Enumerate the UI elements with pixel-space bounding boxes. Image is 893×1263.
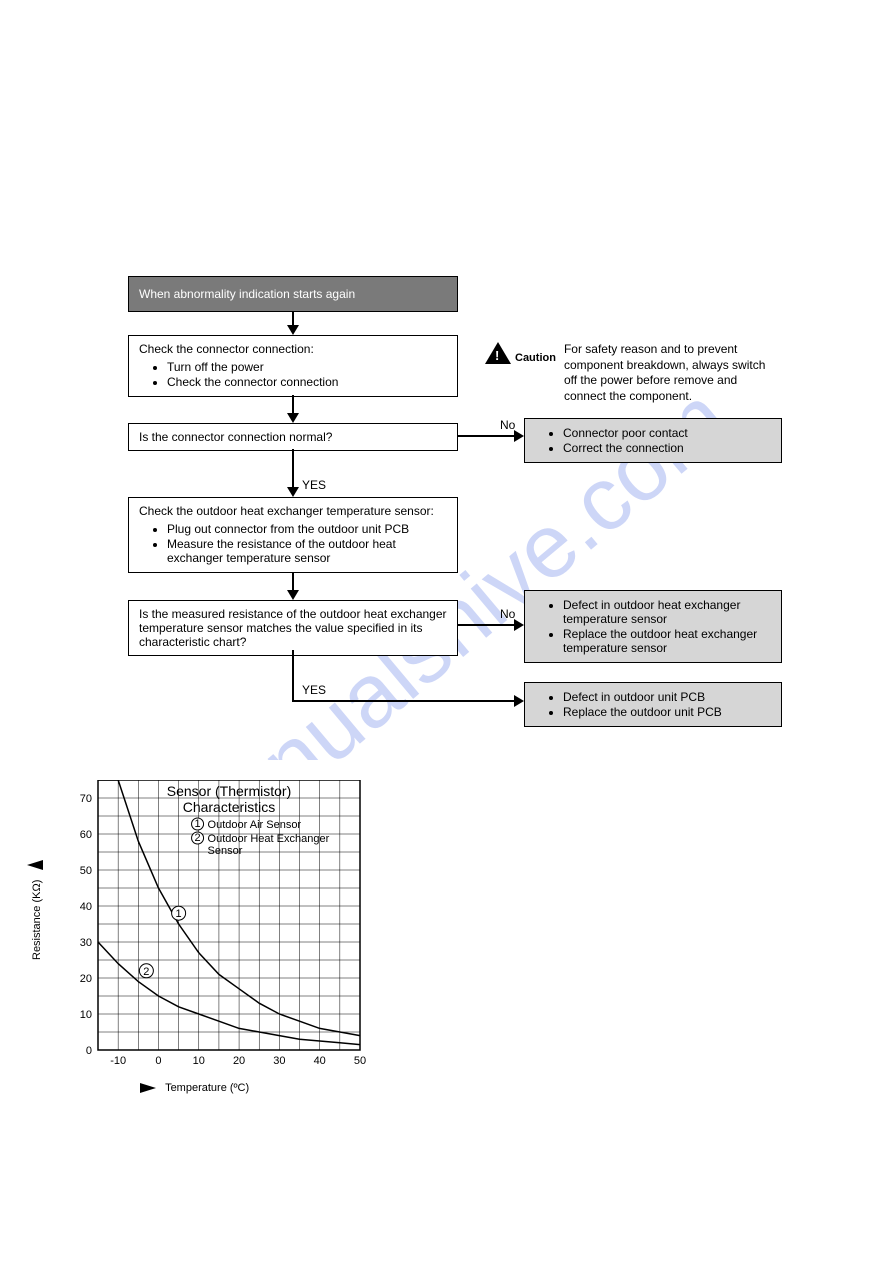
flow-node-text: Is the connector connection normal? (139, 430, 332, 444)
svg-text:40: 40 (80, 901, 92, 913)
svg-text:Sensor: Sensor (208, 845, 243, 857)
svg-text:50: 50 (80, 865, 92, 877)
svg-text:0: 0 (86, 1045, 92, 1057)
svg-text:10: 10 (80, 1009, 92, 1021)
arrow-head-icon (514, 619, 524, 631)
list-item: Connector poor contact (563, 426, 771, 440)
svg-text:20: 20 (233, 1055, 245, 1067)
caution-text-line: For safety reason and to prevent (564, 342, 765, 358)
arrow-head-icon (287, 487, 299, 497)
svg-text:Outdoor Heat Exchanger: Outdoor Heat Exchanger (208, 833, 330, 845)
list-item: Replace the outdoor heat exchanger tempe… (563, 627, 771, 655)
svg-text:20: 20 (80, 973, 92, 985)
flow-node-text-line: temperature sensor matches the value spe… (139, 621, 447, 635)
svg-text:Sensor (Thermistor): Sensor (Thermistor) (167, 783, 291, 799)
list-item: Correct the connection (563, 441, 771, 455)
flow-node-text-line: characteristic chart? (139, 635, 447, 649)
flow-edge-label-no: No (500, 607, 515, 621)
flow-node-items: Defect in outdoor unit PCB Replace the o… (535, 690, 771, 719)
flow-node-check-sensor: Check the outdoor heat exchanger tempera… (128, 497, 458, 573)
svg-text:1: 1 (194, 818, 200, 830)
chart-ylabel-text: Resistance (KΩ) (31, 880, 43, 960)
flow-node-start: When abnormality indication starts again (128, 276, 458, 312)
svg-text:50: 50 (354, 1055, 366, 1067)
flow-node-result-sensor: Defect in outdoor heat exchanger tempera… (524, 590, 782, 663)
arrow-head-icon (287, 590, 299, 600)
list-item: Measure the resistance of the outdoor he… (167, 537, 447, 565)
chart-xlabel-text: Temperature (ºC) (165, 1082, 249, 1094)
caution-text-line: off the power before remove and (564, 373, 765, 389)
list-item: Replace the outdoor unit PCB (563, 705, 771, 719)
flow-edge (292, 449, 294, 489)
svg-text:10: 10 (193, 1055, 205, 1067)
caution-block: Caution For safety reason and to prevent… (485, 342, 765, 404)
list-item: Defect in outdoor heat exchanger tempera… (563, 598, 771, 626)
flow-edge (292, 700, 516, 702)
flow-edge (292, 650, 294, 700)
svg-text:2: 2 (194, 832, 200, 844)
flow-edge (458, 624, 516, 626)
flow-edge-label-yes: YES (302, 478, 326, 492)
svg-text:2: 2 (143, 966, 149, 978)
arrow-head-icon (514, 695, 524, 707)
arrow-head-icon (287, 413, 299, 423)
caution-text-line: component breakdown, always switch (564, 358, 765, 374)
list-item: Turn off the power (167, 360, 447, 374)
flow-node-items: Turn off the power Check the connector c… (139, 360, 447, 389)
list-item: Defect in outdoor unit PCB (563, 690, 771, 704)
list-item: Check the connector connection (167, 375, 447, 389)
caution-text-line: connect the component. (564, 389, 765, 405)
svg-text:70: 70 (80, 793, 92, 805)
svg-text:60: 60 (80, 829, 92, 841)
svg-text:-10: -10 (110, 1055, 126, 1067)
caution-text: For safety reason and to prevent compone… (564, 342, 765, 404)
svg-text:0: 0 (155, 1055, 161, 1067)
svg-text:1: 1 (176, 908, 182, 920)
flow-edge (292, 395, 294, 415)
flow-node-title: Check the connector connection: (139, 342, 314, 356)
flow-node-text-line: Is the measured resistance of the outdoo… (139, 607, 447, 621)
caution-label: Caution (515, 352, 556, 364)
flow-edge-label-no: No (500, 418, 515, 432)
list-item: Plug out connector from the outdoor unit… (167, 522, 447, 536)
svg-text:Characteristics: Characteristics (183, 799, 276, 815)
arrow-head-icon (287, 325, 299, 335)
flow-node-check-connector: Check the connector connection: Turn off… (128, 335, 458, 397)
warning-triangle-icon (485, 342, 511, 364)
arrow-right-icon (140, 1083, 156, 1093)
svg-text:30: 30 (80, 937, 92, 949)
flow-node-result-connector: Connector poor contact Correct the conne… (524, 418, 782, 463)
svg-text:Outdoor Air Sensor: Outdoor Air Sensor (208, 819, 302, 831)
chart-xlabel-wrap: Temperature (ºC) (140, 1082, 249, 1094)
flow-node-items: Defect in outdoor heat exchanger tempera… (535, 598, 771, 655)
thermistor-chart: -10 0 10 20 30 40 50 0 10 20 30 40 50 60 70 1 2 Sensor (T… (40, 760, 380, 1120)
svg-text:40: 40 (314, 1055, 326, 1067)
arrow-head-icon (514, 430, 524, 442)
flow-node-start-text: When abnormality indication starts again (139, 287, 355, 301)
flow-edge-label-yes: YES (302, 683, 326, 697)
chart-ylabel: Resistance (KΩ) (30, 855, 43, 960)
flow-node-result-pcb: Defect in outdoor unit PCB Replace the o… (524, 682, 782, 727)
flow-node-question-connector: Is the connector connection normal? (128, 423, 458, 451)
flow-node-items: Plug out connector from the outdoor unit… (139, 522, 447, 565)
flow-node-question-resistance: Is the measured resistance of the outdoo… (128, 600, 458, 656)
flow-edge (458, 435, 516, 437)
svg-text:30: 30 (273, 1055, 285, 1067)
flow-node-items: Connector poor contact Correct the conne… (535, 426, 771, 455)
flow-node-title: Check the outdoor heat exchanger tempera… (139, 504, 434, 518)
